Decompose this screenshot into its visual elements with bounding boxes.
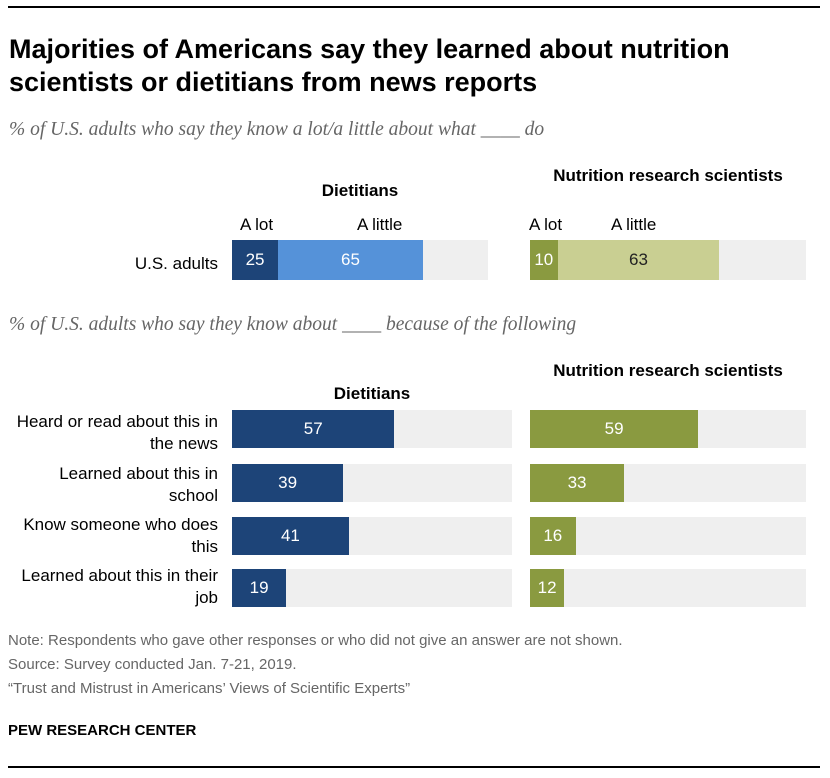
track-scientists-row-2: 33 [530, 464, 806, 502]
pew-brand: PEW RESEARCH CENTER [8, 722, 197, 739]
track-scientists-row-3: 16 [530, 517, 806, 555]
track-top-scientists: 10 63 [530, 240, 806, 280]
track-dietitians-row-2: 39 [232, 464, 512, 502]
bar-dietitians-row-3: 41 [232, 517, 349, 555]
bar-dietitians-a-little: 65 [278, 240, 423, 280]
bar-dietitians-a-lot: 25 [232, 240, 279, 280]
bottom-rule [8, 766, 820, 768]
source-text: Source: Survey conducted Jan. 7-21, 2019… [8, 656, 297, 673]
note-text: Note: Respondents who gave other respons… [8, 632, 623, 649]
bar-scientists-row-2: 33 [530, 464, 625, 502]
bottom-panel-title-scientists: Nutrition research scientists [553, 361, 783, 380]
bar-dietitians-row-4: 19 [232, 569, 287, 607]
subtitle-sources: % of U.S. adults who say they know about… [9, 314, 577, 335]
track-dietitians-row-4: 19 [232, 569, 512, 607]
row-label-news: Heard or read about this in the news [16, 412, 218, 453]
chart-title: Majorities of Americans say they learned… [9, 34, 730, 97]
bottom-panel-title-dietitians: Dietitians [333, 384, 411, 403]
bar-dietitians-row-2: 39 [232, 464, 344, 502]
top-panel-title-scientists: Nutrition research scientists [553, 166, 783, 185]
subtitle-awareness: % of U.S. adults who say they know a lot… [9, 119, 545, 140]
row-label-us-adults: U.S. adults [134, 254, 218, 273]
track-scientists-row-4: 12 [530, 569, 806, 607]
dietitians-a-little-label: A little [357, 215, 403, 234]
bar-scientists-a-lot: 10 [530, 240, 558, 280]
bar-scientists-row-4: 12 [530, 569, 565, 607]
row-label-school: Learned about this in school [59, 464, 218, 505]
dietitians-a-lot-label: A lot [240, 215, 274, 234]
track-dietitians-row-1: 57 [232, 410, 512, 448]
report-title-text: “Trust and Mistrust in Americans’ Views … [8, 680, 411, 697]
notes-block: Note: Respondents who gave other respons… [8, 629, 623, 701]
scientists-a-little-label: A little [611, 215, 657, 234]
bar-dietitians-row-1: 57 [232, 410, 395, 448]
top-panel-title-dietitians: Dietitians [321, 181, 399, 200]
row-label-job: Learned about this in their job [21, 566, 218, 607]
track-scientists-row-1: 59 [530, 410, 806, 448]
top-rule [8, 6, 820, 8]
scientists-a-lot-label: A lot [529, 215, 563, 234]
bar-scientists-row-3: 16 [530, 517, 576, 555]
track-top-dietitians: 25 65 [232, 240, 488, 280]
bar-scientists-row-1: 59 [530, 410, 699, 448]
track-dietitians-row-3: 41 [232, 517, 512, 555]
row-label-someone: Know someone who does this [23, 515, 218, 556]
bar-scientists-a-little: 63 [557, 240, 720, 280]
